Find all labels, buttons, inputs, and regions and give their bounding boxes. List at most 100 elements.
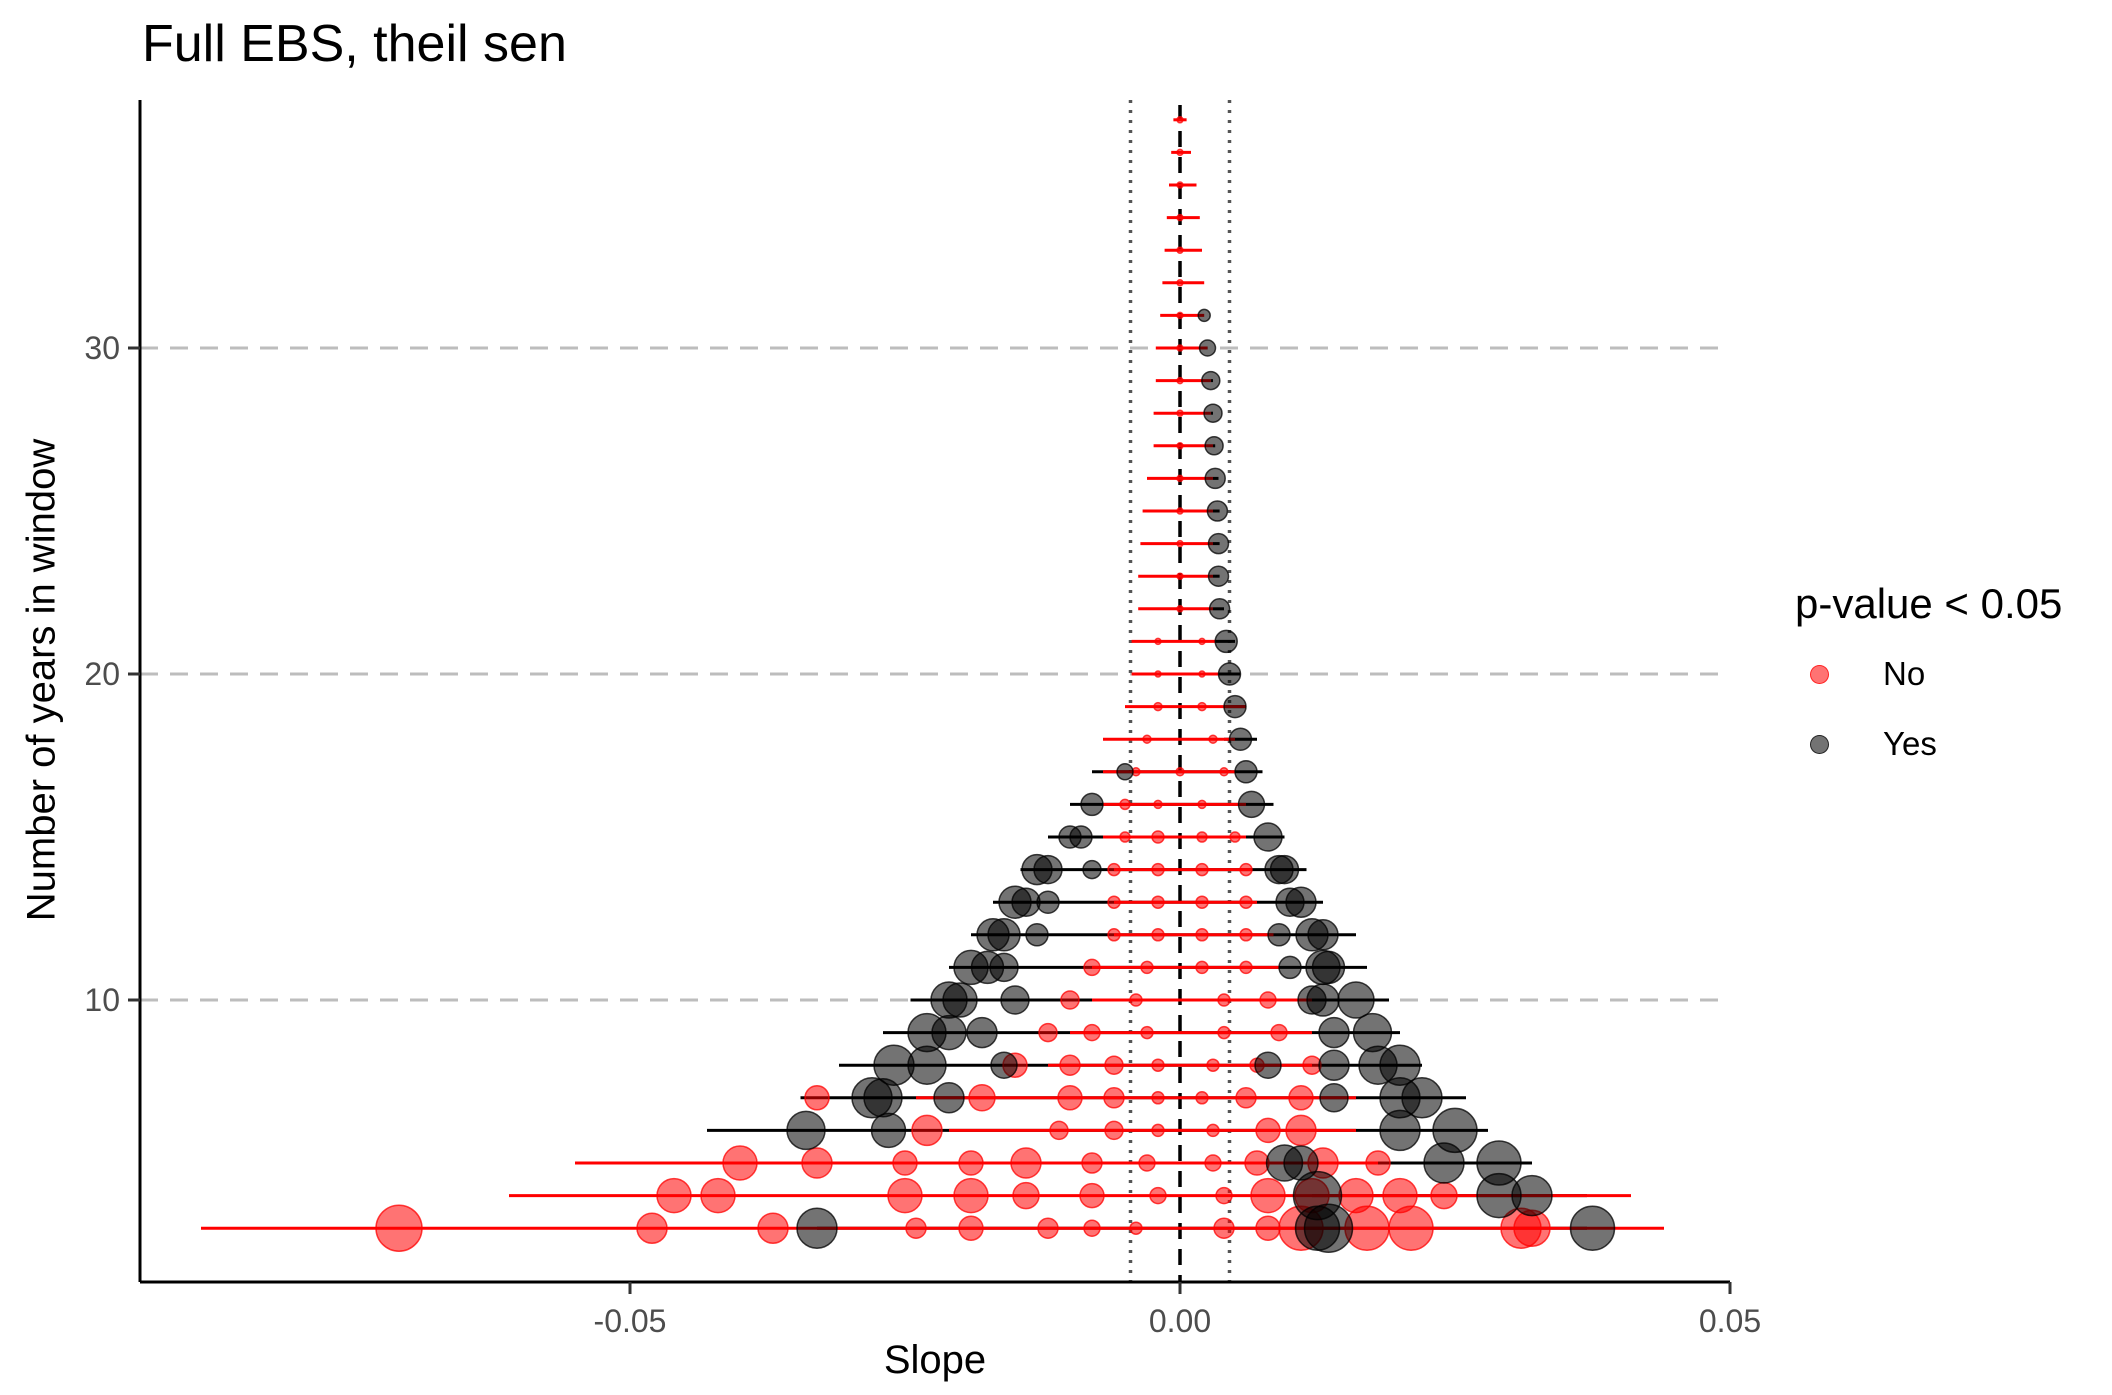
point-yes-56	[990, 1051, 1018, 1079]
point-no-43	[1151, 928, 1165, 942]
legend-dot-yes	[1809, 734, 1829, 754]
point-yes-81	[1569, 1205, 1616, 1251]
point-no-114	[1255, 1215, 1281, 1241]
point-yes-48	[1337, 981, 1375, 1019]
point-yes-64	[1319, 1083, 1349, 1113]
x-tick-label-0: -0.05	[594, 1303, 667, 1339]
point-yes-9	[1208, 598, 1231, 620]
point-no-58	[1270, 1023, 1288, 1042]
y-tick-label-2: 30	[84, 330, 120, 366]
point-no-98	[1149, 1186, 1167, 1205]
point-yes-77	[1511, 1174, 1553, 1217]
legend-title: p-value < 0.05	[1795, 580, 2063, 627]
point-no-3	[1176, 213, 1184, 222]
point-no-21	[1197, 701, 1207, 712]
point-yes-16	[1080, 792, 1104, 817]
point-yes-67	[786, 1110, 826, 1151]
point-no-18	[1154, 670, 1162, 678]
point-yes-17	[1237, 790, 1266, 819]
point-no-85	[1010, 1147, 1042, 1179]
point-yes-22	[1033, 854, 1063, 885]
point-no-68	[1057, 1085, 1083, 1111]
point-yes-4	[1204, 436, 1224, 456]
point-yes-7	[1207, 532, 1230, 555]
point-yes-50	[931, 1014, 967, 1051]
point-yes-52	[1318, 1016, 1350, 1049]
point-yes-58	[1318, 1049, 1350, 1081]
x-axis-label: Slope	[883, 1338, 987, 1382]
point-no-92	[656, 1177, 692, 1214]
point-yes-42	[1311, 950, 1346, 985]
point-no-60	[1059, 1054, 1081, 1076]
point-no-94	[887, 1177, 923, 1214]
point-no-38	[1107, 895, 1121, 909]
point-no-79	[1255, 1117, 1281, 1144]
point-yes-36	[1307, 919, 1339, 951]
point-no-55	[1083, 1023, 1101, 1042]
point-no-81	[722, 1145, 758, 1181]
point-no-61	[1104, 1055, 1124, 1075]
point-no-53	[1259, 991, 1277, 1009]
point-yes-32	[987, 918, 1021, 952]
point-no-5	[1176, 279, 1184, 287]
point-yes-2	[1201, 370, 1221, 391]
point-no-86	[1081, 1152, 1103, 1174]
point-yes-19	[1069, 825, 1093, 849]
point-yes-44	[942, 982, 978, 1018]
point-no-82	[801, 1147, 833, 1179]
point-yes-25	[1269, 854, 1300, 885]
point-no-109	[958, 1215, 984, 1241]
point-no-40	[1195, 895, 1209, 909]
reference-lines	[1128, 100, 1232, 1282]
point-no-47	[1140, 960, 1154, 975]
point-no-8	[1176, 376, 1184, 385]
point-no-48	[1195, 960, 1209, 975]
point-no-52	[1217, 993, 1231, 1007]
point-no-22	[1142, 734, 1152, 744]
legend-key-no	[1795, 650, 1843, 698]
point-no-23	[1208, 734, 1218, 744]
point-no-35	[1151, 862, 1165, 877]
point-yes-40	[1278, 955, 1302, 980]
point-yes-47	[1306, 983, 1340, 1017]
point-yes-13	[1228, 727, 1253, 751]
point-no-0	[1176, 116, 1184, 124]
point-no-14	[1176, 572, 1184, 580]
point-no-6	[1176, 311, 1184, 320]
point-yes-6	[1206, 500, 1229, 522]
point-yes-68	[870, 1112, 907, 1149]
point-no-78	[1206, 1123, 1220, 1138]
x-tick-label-2: 0.05	[1699, 1303, 1761, 1339]
point-yes-39	[989, 952, 1019, 983]
point-no-28	[1153, 799, 1163, 810]
point-no-30	[1119, 831, 1131, 843]
point-no-41	[1239, 895, 1253, 909]
point-no-80	[1285, 1114, 1317, 1147]
point-yes-66	[1401, 1077, 1443, 1119]
point-no-26	[1219, 767, 1229, 777]
point-no-72	[1235, 1087, 1257, 1109]
point-yes-3	[1203, 403, 1223, 423]
point-no-31	[1151, 830, 1165, 844]
point-no-105	[375, 1204, 423, 1252]
point-no-39	[1151, 895, 1165, 909]
legend-item-yes: Yes	[1795, 720, 2062, 768]
point-yes-55	[907, 1045, 947, 1085]
point-no-56	[1140, 1025, 1154, 1040]
point-yes-57	[1254, 1051, 1282, 1079]
point-no-67	[968, 1084, 996, 1112]
point-no-100	[1250, 1177, 1286, 1214]
point-no-9	[1176, 409, 1184, 417]
point-no-69	[1103, 1087, 1125, 1109]
legend-label-no: No	[1883, 655, 1926, 692]
point-no-16	[1154, 637, 1162, 646]
point-no-88	[1204, 1154, 1222, 1172]
point-yes-14	[1116, 763, 1134, 781]
point-no-20	[1153, 701, 1163, 712]
point-no-93	[700, 1177, 736, 1214]
point-no-33	[1229, 831, 1241, 843]
point-yes-30	[1285, 886, 1317, 918]
point-no-74	[911, 1114, 943, 1147]
point-yes-20	[1253, 822, 1283, 852]
